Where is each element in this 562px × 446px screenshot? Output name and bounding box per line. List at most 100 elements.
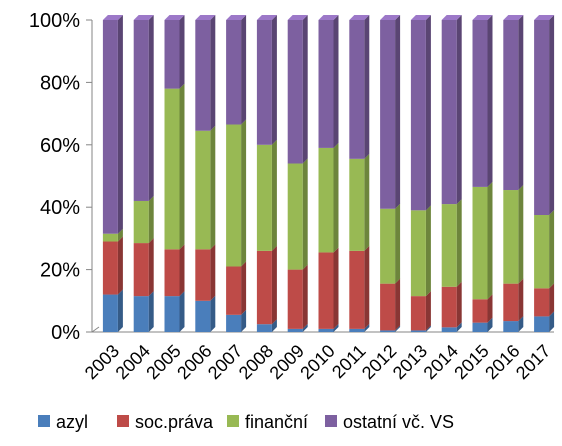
bar-ostatní vč. VS-2003 (102, 20, 118, 234)
bar-side-azyl-2011 (364, 323, 370, 332)
bar-side-finanční-2011 (364, 153, 370, 251)
bar-top-2014 (441, 15, 462, 20)
x-tick-label: 2008 (235, 341, 277, 383)
bar-side-soc.práva-2010 (333, 247, 339, 329)
bar-ostatní vč. VS-2016 (503, 20, 519, 191)
bar-azyl-2008 (256, 324, 272, 332)
bar-side-soc.práva-2017 (549, 283, 555, 317)
bar-soc.práva-2004 (133, 243, 149, 297)
legend-item: soc.práva (117, 412, 214, 432)
bar-side-ostatní vč. VS-2015 (487, 15, 493, 187)
bar-side-finanční-2013 (425, 205, 431, 297)
bar-soc.práva-2015 (472, 299, 488, 323)
bar-top-2006 (195, 15, 216, 20)
bar-top-2011 (349, 15, 370, 20)
bar-soc.práva-2017 (534, 288, 550, 317)
bar-side-ostatní vč. VS-2003 (117, 15, 123, 234)
bar-side-azyl-2007 (241, 309, 247, 332)
bar-azyl-2011 (349, 328, 365, 332)
legend-label: azyl (56, 412, 88, 432)
bar-soc.práva-2010 (318, 252, 334, 329)
bar-top-2007 (226, 15, 247, 20)
bar-ostatní vč. VS-2006 (195, 20, 211, 131)
bar-soc.práva-2009 (287, 269, 303, 329)
legend-label: finanční (245, 412, 308, 432)
bar-top-2008 (256, 15, 277, 20)
bar-azyl-2007 (226, 314, 242, 332)
y-tick-label: 60% (40, 135, 80, 157)
bar-side-azyl-2014 (456, 322, 462, 332)
bar-side-ostatní vč. VS-2013 (425, 15, 431, 211)
bar-side-soc.práva-2014 (456, 281, 462, 328)
bar-top-2003 (102, 15, 123, 20)
x-tick-label: 2011 (328, 341, 370, 383)
legend-swatch (227, 415, 239, 427)
bar-side-finanční-2017 (549, 210, 555, 289)
bar-soc.práva-2011 (349, 250, 365, 329)
bar-side-soc.práva-2011 (364, 245, 370, 329)
legend-swatch (117, 415, 129, 427)
bar-finanční-2017 (534, 215, 550, 289)
bar-top-2015 (472, 15, 493, 20)
x-tick-label: 2015 (450, 341, 492, 383)
bar-side-azyl-2008 (271, 319, 277, 332)
bar-finanční-2011 (349, 158, 365, 251)
bar-ostatní vč. VS-2013 (410, 20, 426, 211)
bar-side-azyl-2003 (117, 289, 123, 332)
bar-soc.práva-2014 (441, 286, 457, 328)
bar-side-ostatní vč. VS-2010 (333, 15, 339, 148)
legend-swatch (325, 415, 337, 427)
bar-azyl-2004 (133, 296, 149, 332)
x-axis-depth-line (91, 326, 100, 333)
bar-side-soc.práva-2006 (210, 244, 216, 301)
bar-finanční-2012 (380, 208, 396, 284)
bar-ostatní vč. VS-2007 (226, 20, 242, 125)
bar-ostatní vč. VS-2017 (534, 20, 550, 215)
bar-side-finanční-2012 (395, 203, 401, 284)
bar-top-2013 (410, 15, 431, 20)
bar-soc.práva-2005 (164, 249, 180, 297)
bar-side-finanční-2004 (148, 195, 154, 244)
x-tick-label: 2014 (420, 341, 462, 383)
bar-side-finanční-2008 (271, 139, 277, 251)
bar-finanční-2010 (318, 147, 334, 253)
bar-top-2017 (534, 15, 555, 20)
legend-swatch (38, 415, 50, 427)
bar-top-2004 (133, 15, 154, 20)
bar-finanční-2008 (256, 144, 272, 251)
x-tick-label: 2012 (358, 341, 400, 383)
bar-top-2009 (287, 15, 308, 20)
bar-top-2005 (164, 15, 185, 20)
bar-side-soc.práva-2008 (271, 245, 277, 325)
y-tick-label: 100% (29, 10, 80, 32)
bar-ostatní vč. VS-2015 (472, 20, 488, 187)
bar-side-soc.práva-2007 (241, 261, 247, 315)
bar-ostatní vč. VS-2014 (441, 20, 457, 205)
x-tick-label: 2017 (512, 341, 554, 383)
bar-azyl-2013 (410, 330, 426, 332)
bar-ostatní vč. VS-2010 (318, 20, 334, 148)
bar-soc.práva-2016 (503, 283, 519, 322)
bar-soc.práva-2006 (195, 249, 211, 301)
x-tick-label: 2003 (81, 341, 123, 383)
bar-finanční-2004 (133, 200, 149, 244)
x-tick-label: 2010 (296, 341, 338, 383)
bar-ostatní vč. VS-2004 (133, 20, 149, 201)
bar-ostatní vč. VS-2005 (164, 20, 180, 89)
legend-item: finanční (227, 412, 308, 432)
bar-side-azyl-2017 (549, 311, 555, 332)
bar-side-ostatní vč. VS-2005 (179, 15, 185, 89)
bar-side-soc.práva-2004 (148, 238, 154, 297)
x-tick-label: 2004 (112, 341, 154, 383)
bar-side-soc.práva-2012 (395, 278, 401, 331)
y-tick-label: 20% (40, 260, 80, 282)
x-tick-label: 2013 (389, 341, 431, 383)
bar-side-finanční-2015 (487, 181, 493, 300)
bar-side-soc.práva-2005 (179, 244, 185, 297)
bar-side-finanční-2005 (179, 83, 185, 250)
bar-side-finanční-2007 (241, 119, 247, 267)
bar-side-ostatní vč. VS-2011 (364, 15, 370, 159)
bar-side-azyl-2010 (333, 323, 339, 332)
